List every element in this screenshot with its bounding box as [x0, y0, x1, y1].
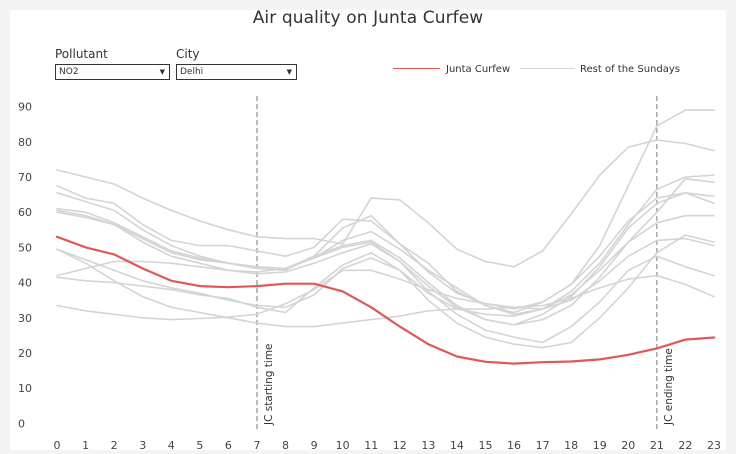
- series-line-sunday-5: [56, 209, 715, 326]
- pollutant-dropdown[interactable]: NO2 ▼: [55, 64, 170, 80]
- series-line-sunday-3: [56, 174, 715, 316]
- chevron-down-icon: ▼: [286, 68, 292, 76]
- x-tick-label-10: 10: [336, 439, 350, 452]
- y-tick-label-0: 0: [18, 417, 25, 430]
- y-tick-label-60: 60: [18, 206, 32, 219]
- x-tick-label-6: 6: [225, 439, 232, 452]
- reference-label-2: JC ending time: [663, 348, 675, 426]
- legend-rest-swatch: [520, 68, 575, 69]
- y-tick-label-40: 40: [18, 277, 32, 290]
- pollutant-selected-value: NO2: [59, 67, 79, 77]
- series-line-sunday-7: [56, 177, 715, 317]
- x-tick-label-15: 15: [478, 439, 492, 452]
- y-tick-label-30: 30: [18, 312, 32, 325]
- y-tick-label-80: 80: [18, 136, 32, 149]
- x-tick-label-22: 22: [678, 439, 692, 452]
- x-tick-label-0: 0: [54, 439, 61, 452]
- y-tick-label-70: 70: [18, 171, 32, 184]
- legend-junta-label[interactable]: Junta Curfew: [446, 64, 511, 75]
- x-tick-label-5: 5: [196, 439, 203, 452]
- pollutant-filter-label: Pollutant: [55, 47, 108, 61]
- x-tick-label-18: 18: [564, 439, 578, 452]
- x-tick-label-8: 8: [282, 439, 289, 452]
- series-line-junta-curfew: [55, 235, 716, 365]
- series-line-sunday-4: [56, 192, 715, 314]
- legend-junta-swatch: [393, 68, 440, 69]
- city-dropdown[interactable]: Delhi ▼: [176, 64, 297, 80]
- x-tick-label-14: 14: [450, 439, 464, 452]
- series-line-sunday-11: [56, 237, 715, 321]
- city-filter-label: City: [176, 47, 200, 61]
- x-tick-label-17: 17: [536, 439, 550, 452]
- chevron-down-icon: ▼: [159, 68, 165, 76]
- series-line-sunday-9: [56, 243, 715, 344]
- x-tick-label-1: 1: [82, 439, 89, 452]
- reference-label-1: JC starting time: [263, 343, 275, 426]
- series-line-sunday-10: [56, 234, 715, 349]
- x-tick-label-23: 23: [707, 439, 721, 452]
- x-tick-label-19: 19: [593, 439, 607, 452]
- x-tick-label-21: 21: [650, 439, 664, 452]
- series-line-sunday-1: [56, 139, 715, 268]
- city-selected-value: Delhi: [180, 67, 204, 77]
- x-tick-label-12: 12: [393, 439, 407, 452]
- x-tick-label-7: 7: [253, 439, 260, 452]
- x-tick-label-9: 9: [311, 439, 318, 452]
- x-tick-label-13: 13: [421, 439, 435, 452]
- y-tick-label-10: 10: [18, 382, 32, 395]
- y-tick-label-20: 20: [18, 347, 32, 360]
- dashboard-title: Air quality on Junta Curfew: [252, 8, 484, 28]
- y-tick-label-50: 50: [18, 241, 32, 254]
- x-tick-label-11: 11: [364, 439, 378, 452]
- x-tick-label-16: 16: [507, 439, 521, 452]
- x-tick-label-20: 20: [621, 439, 635, 452]
- x-tick-label-2: 2: [111, 439, 118, 452]
- x-tick-label-4: 4: [168, 439, 175, 452]
- legend-rest-label[interactable]: Rest of the Sundays: [580, 64, 680, 75]
- x-tick-label-3: 3: [139, 439, 146, 452]
- series-line-sunday-2: [56, 109, 715, 310]
- y-tick-label-90: 90: [18, 101, 32, 114]
